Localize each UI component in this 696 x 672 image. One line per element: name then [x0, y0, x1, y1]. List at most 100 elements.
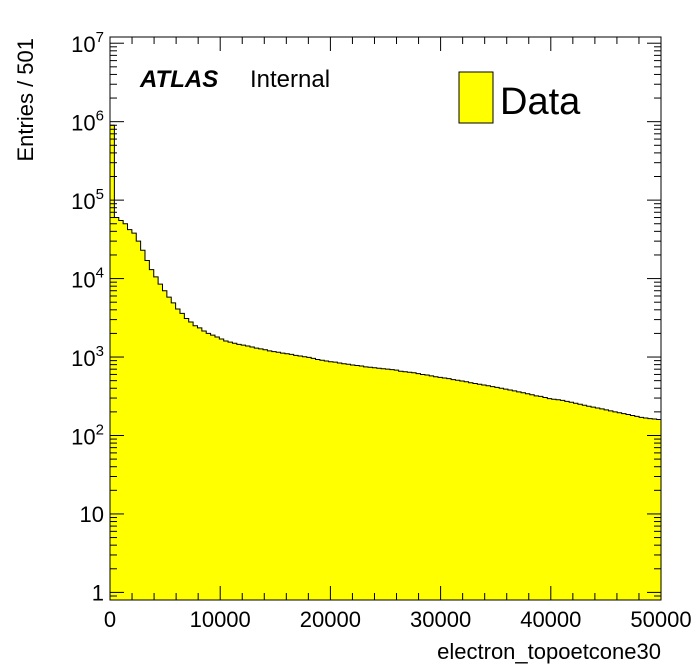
histogram-bar: [468, 382, 474, 600]
histogram-bar: [149, 269, 155, 600]
histogram-bar: [376, 368, 382, 600]
histogram-bar: [166, 297, 172, 600]
histogram-bar: [547, 398, 553, 600]
histogram-bar: [560, 400, 566, 600]
histogram-bar: [437, 377, 443, 600]
histogram-bar: [634, 416, 640, 600]
histogram-bar: [372, 367, 378, 600]
x-tick-label: 20000: [300, 607, 361, 632]
histogram-bar: [516, 391, 522, 600]
histogram-bar: [263, 349, 269, 600]
histogram-bar: [324, 361, 330, 600]
histogram-bar: [188, 321, 194, 600]
histogram-bar: [411, 372, 417, 600]
histogram-bar: [477, 384, 483, 600]
histogram-bar: [582, 405, 588, 600]
plot-frame: [109, 36, 662, 601]
histogram-bar: [512, 390, 518, 600]
histogram-bar: [271, 351, 277, 600]
histogram-bar: [284, 353, 290, 600]
histogram-bar: [354, 365, 360, 600]
histogram-bar: [123, 223, 129, 601]
histogram-bar: [521, 392, 527, 600]
histogram-bar: [158, 284, 164, 600]
histogram-bar: [267, 350, 273, 600]
histogram-bar: [293, 355, 299, 600]
histogram-bar: [241, 345, 247, 600]
histogram-bar: [289, 354, 295, 600]
histogram-bar: [626, 414, 631, 600]
histogram-bar: [136, 241, 142, 600]
histogram-bar: [175, 308, 181, 600]
histogram-bar: [197, 327, 203, 600]
y-tick-label: 102: [71, 421, 104, 449]
histogram-bar: [538, 396, 544, 600]
x-tick-label: 0: [104, 607, 116, 632]
histogram-bar: [398, 371, 404, 600]
axis-ticks: [109, 37, 662, 601]
x-tick-labels: 0 10000 20000 30000 40000 50000: [104, 607, 692, 632]
histogram-bar: [258, 348, 264, 600]
histogram-bar: [276, 352, 282, 600]
histogram-bar: [551, 399, 557, 600]
histogram-bar: [201, 330, 207, 600]
x-tick-label: 50000: [630, 607, 691, 632]
histogram-bar: [647, 418, 653, 600]
histogram-bar: [118, 220, 124, 601]
histogram-bar: [306, 357, 312, 600]
histogram-bar: [416, 373, 422, 600]
histogram-bar: [612, 411, 618, 600]
internal-label: Internal: [250, 66, 330, 93]
x-tick-label: 30000: [410, 607, 471, 632]
histogram-bar: [131, 233, 137, 600]
histogram-bar: [604, 409, 610, 600]
histogram-bar: [534, 395, 540, 600]
histogram-bar: [564, 401, 570, 600]
histogram-bar: [127, 229, 133, 600]
histogram-bar: [337, 362, 343, 600]
histogram-bars: [110, 125, 662, 601]
histogram-bar: [389, 369, 395, 600]
histogram-bar: [420, 374, 426, 600]
histogram-bar: [599, 408, 605, 600]
histogram-bar: [319, 360, 325, 600]
histogram-bar: [110, 125, 115, 600]
histogram-bar: [577, 404, 583, 600]
histogram-bar: [140, 250, 146, 600]
histogram-bar: [223, 341, 229, 600]
histogram-bar: [608, 410, 614, 600]
histogram-bar: [162, 290, 168, 600]
histogram-bar: [210, 335, 216, 600]
histogram-bar: [507, 390, 513, 600]
histogram-bar: [424, 375, 430, 600]
histogram-bar: [193, 325, 199, 600]
histogram-bar: [359, 365, 365, 600]
histogram-bar: [499, 388, 505, 600]
histogram-bar: [232, 343, 238, 600]
y-tick-labels: 1 10 102 103 104 105 106 107: [71, 29, 104, 605]
histogram-bar: [245, 346, 251, 600]
histogram-bar: [402, 371, 408, 600]
histogram-bar: [639, 417, 645, 600]
y-tick-label: 10: [80, 502, 104, 527]
histogram-bar: [569, 402, 575, 600]
histogram-bar: [494, 387, 500, 600]
histogram-bar: [236, 344, 242, 600]
histogram-bar: [341, 363, 347, 600]
histogram-bar: [363, 366, 369, 600]
legend-swatch: [458, 71, 494, 124]
histogram-bar: [407, 372, 413, 600]
histogram-bar: [350, 365, 356, 600]
y-tick-label: 104: [71, 265, 104, 293]
histogram-bar: [490, 386, 496, 600]
histogram-bar: [368, 367, 373, 600]
legend-label: Data: [500, 81, 581, 123]
histogram-bar: [429, 375, 435, 600]
histogram-bar: [486, 385, 492, 600]
histogram-bar: [171, 302, 177, 600]
histogram-bar: [311, 358, 317, 600]
histogram-bar: [643, 418, 649, 600]
histogram-bar: [254, 348, 260, 600]
y-tick-label: 105: [71, 186, 104, 214]
